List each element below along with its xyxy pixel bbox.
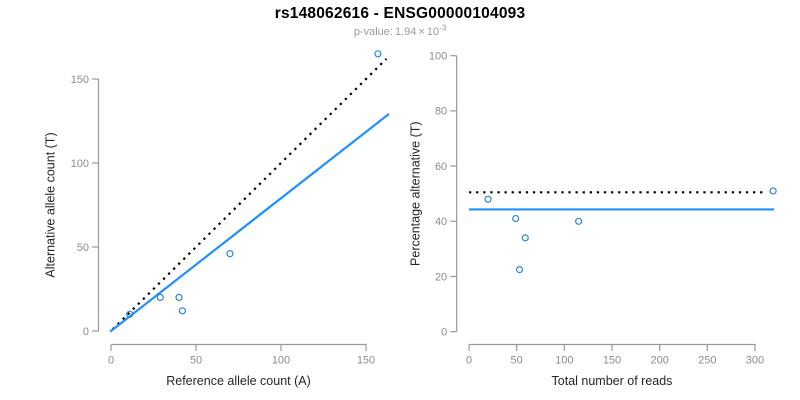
data-point [484,195,492,203]
trend-line [109,113,390,333]
panel-percentage-vs-reads: 0 50 100 150 200 250 300 0 20 40 60 80 100 Total numb… [409,51,777,388]
y-tick-label: 100 [429,51,447,63]
data-point [512,214,520,223]
x-tick-label: 0 [108,355,114,367]
y-tick-label: 150 [71,74,89,86]
data-point [575,217,583,225]
identity-line [111,58,388,331]
x-tick-label: 300 [746,355,764,367]
y-tick-label: 100 [71,158,89,170]
y-tick-label: 0 [441,327,447,339]
data-point [374,50,382,58]
x-tick-label: 150 [357,355,375,367]
x-tick-label: 50 [190,355,202,367]
x-axis-label: Reference allele count (A) [166,374,311,388]
x-tick-label: 250 [698,355,716,367]
y-tick-label: 60 [435,161,447,173]
x-tick-label: 100 [272,355,290,367]
y-tick-label: 40 [435,216,447,228]
data-point [769,187,777,195]
y-tick-label: 80 [435,106,447,118]
x-tick-label: 200 [650,355,668,367]
panel-allele-counts: 0 50 100 150 0 50 100 150 Reference allele count… [44,50,390,388]
data-point [175,293,183,301]
x-tick-label: 0 [466,355,472,367]
y-tick-label: 0 [83,326,89,338]
data-point [226,250,234,258]
data-point [515,266,524,274]
y-tick-label: 50 [77,242,89,254]
y-axis-label: Alternative allele count (T) [44,132,58,277]
x-axis-label: Total number of reads [552,374,673,388]
y-axis-label: Percentage alternative (T) [409,121,423,266]
y-tick-label: 20 [435,271,447,283]
x-tick-label: 100 [555,355,573,367]
data-point [178,307,186,315]
data-point [521,234,529,242]
data-point [126,310,134,318]
x-tick-label: 150 [603,355,621,367]
data-point [156,293,164,301]
x-tick-label: 50 [511,355,523,367]
